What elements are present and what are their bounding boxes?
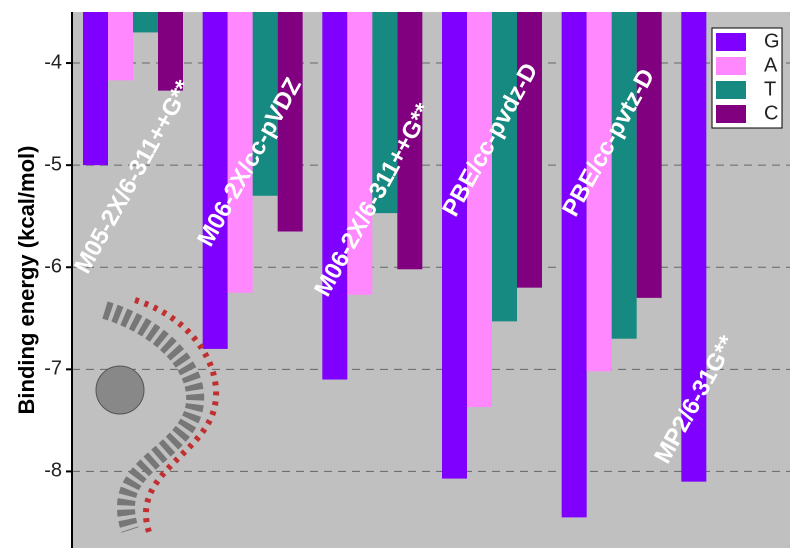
- bar: [322, 12, 348, 380]
- legend-swatch: [716, 57, 746, 75]
- y-axis-label: Binding energy (kcal/mol): [14, 146, 39, 415]
- bar: [586, 12, 612, 372]
- bar: [227, 12, 253, 293]
- bar: [681, 12, 707, 482]
- y-tick-label: -5: [44, 153, 62, 175]
- bar: [467, 12, 492, 408]
- legend-label: T: [764, 78, 776, 100]
- bar: [158, 12, 183, 91]
- plot-layer: [72, 12, 790, 518]
- y-tick-label: -6: [44, 256, 62, 278]
- molecule-illustration: [95, 297, 220, 537]
- bar: [561, 12, 587, 518]
- bar: [397, 12, 423, 270]
- bar: [202, 12, 228, 349]
- y-tick-label: -4: [44, 51, 62, 73]
- bar: [517, 12, 542, 288]
- dna-strand: [134, 297, 220, 537]
- bar: [83, 12, 108, 166]
- bar: [442, 12, 467, 479]
- legend-label: C: [764, 102, 778, 124]
- bar: [277, 12, 303, 232]
- bar: [492, 12, 517, 322]
- bar: [347, 12, 373, 295]
- bar: [108, 12, 133, 81]
- bar: [372, 12, 398, 214]
- legend-swatch: [716, 105, 746, 123]
- fullerene: [95, 365, 145, 415]
- y-tick-label: -8: [44, 460, 62, 482]
- plot-area: [72, 12, 790, 548]
- legend-swatch: [716, 81, 746, 99]
- legend-swatch: [716, 33, 746, 51]
- bar: [252, 12, 278, 196]
- y-tick-label: -7: [44, 358, 62, 380]
- bar: [133, 12, 158, 33]
- dna-strand: [102, 301, 204, 533]
- bar: [636, 12, 662, 298]
- bar: [611, 12, 637, 339]
- legend-label: G: [764, 30, 780, 52]
- legend-label: A: [764, 54, 778, 76]
